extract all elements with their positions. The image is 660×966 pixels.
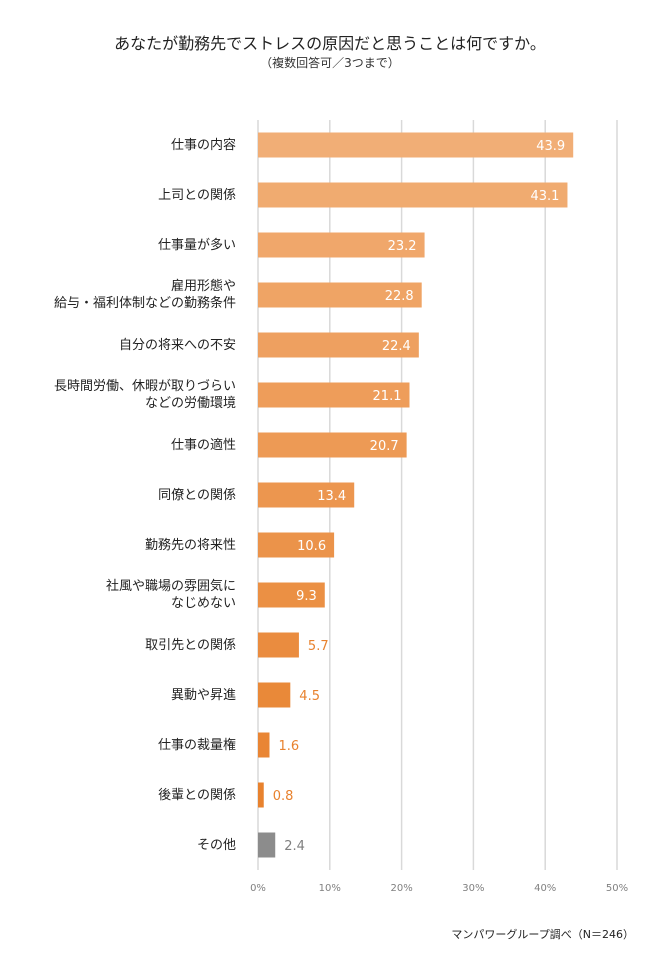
data-label: 4.5 xyxy=(299,689,320,704)
data-label: 13.4 xyxy=(317,489,346,504)
category-label: 仕事の適性 xyxy=(170,437,236,453)
data-label: 23.2 xyxy=(388,239,417,254)
bar xyxy=(258,282,422,308)
category-label: 上司との関係 xyxy=(158,187,236,203)
x-tick-label: 20% xyxy=(390,883,412,894)
x-tick-label: 30% xyxy=(462,883,484,894)
data-label: 21.1 xyxy=(373,389,402,404)
bar xyxy=(258,182,568,208)
bar xyxy=(258,732,270,758)
category-label: 勤務先の将来性 xyxy=(144,537,236,553)
data-label: 1.6 xyxy=(278,739,299,754)
category-label: 後輩との関係 xyxy=(158,787,236,803)
data-label: 22.8 xyxy=(385,289,414,304)
category-label: 仕事の裁量権 xyxy=(157,737,236,753)
data-label: 22.4 xyxy=(382,339,411,354)
data-label: 2.4 xyxy=(284,839,305,854)
x-tick-label: 40% xyxy=(534,883,556,894)
data-label: 5.7 xyxy=(308,639,329,654)
category-label: 社風や職場の雰囲気に なじめない xyxy=(105,579,236,611)
category-label: その他 xyxy=(196,837,236,853)
bar xyxy=(258,382,410,408)
category-label: 仕事量が多い xyxy=(157,237,236,253)
bar xyxy=(258,582,325,608)
chart-title: あなたが勤務先でストレスの原因だと思うことは何ですか。 xyxy=(114,34,546,53)
data-label: 10.6 xyxy=(297,539,326,554)
data-label: 43.1 xyxy=(531,189,560,204)
bar xyxy=(258,432,407,458)
data-label: 43.9 xyxy=(536,139,565,154)
x-tick-label: 10% xyxy=(319,883,341,894)
bar xyxy=(258,132,574,158)
category-label: 長時間労働、休暇が取りづらい などの労働環境 xyxy=(53,379,236,411)
category-label: 異動や昇進 xyxy=(170,687,236,703)
data-label: 0.8 xyxy=(273,789,294,804)
bar xyxy=(258,332,419,358)
bar xyxy=(258,232,425,258)
source-note: マンパワーグループ調べ（N＝246） xyxy=(451,928,634,941)
category-label: 同僚との関係 xyxy=(158,487,236,503)
category-label: 仕事の内容 xyxy=(170,137,236,153)
category-label: 雇用形態や 給与・福利体制などの勤務条件 xyxy=(53,279,236,311)
x-tick-label: 50% xyxy=(606,883,628,894)
bar xyxy=(258,782,264,808)
category-label: 自分の将来への不安 xyxy=(118,337,236,353)
category-label: 取引先との関係 xyxy=(145,637,236,653)
data-label: 9.3 xyxy=(296,589,317,604)
bar xyxy=(258,482,355,508)
bar xyxy=(258,832,276,858)
x-tick-label: 0% xyxy=(250,883,266,894)
chart-subtitle: （複数回答可／3つまで） xyxy=(260,56,400,70)
bar xyxy=(258,682,291,708)
bar xyxy=(258,632,299,658)
data-label: 20.7 xyxy=(370,439,399,454)
bar xyxy=(258,532,335,558)
